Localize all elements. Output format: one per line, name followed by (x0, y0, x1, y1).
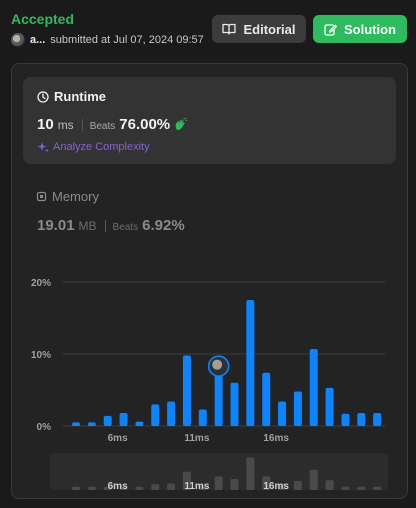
runtime-card[interactable]: Runtime 10 ms Beats 76.00% Analyze Compl… (23, 77, 396, 164)
submission-header: Accepted a... submitted at Jul 07, 2024 … (0, 0, 416, 60)
book-icon (222, 23, 237, 35)
mini-bar (373, 486, 382, 490)
editorial-label: Editorial (243, 21, 296, 37)
x-tick-label: 11ms (184, 433, 209, 444)
runtime-title: Runtime (37, 89, 106, 104)
x-tick-label: 6ms (108, 433, 128, 444)
mini-bar (278, 483, 287, 490)
username[interactable]: a... (30, 34, 46, 46)
mini-bar (357, 486, 366, 490)
bar[interactable] (246, 300, 255, 426)
bar[interactable] (167, 401, 176, 426)
bar[interactable] (373, 413, 382, 426)
runtime-beats-label: Beats (89, 121, 116, 132)
avatar-detail (212, 359, 223, 370)
bar[interactable] (293, 391, 302, 426)
y-tick-label: 0% (37, 422, 52, 433)
memory-metric: 19.01 MB Beats 6.92% (37, 217, 185, 234)
y-tick-label: 10% (31, 350, 51, 361)
solution-button[interactable]: Solution (313, 15, 407, 43)
mini-bar (246, 457, 255, 490)
bar[interactable] (103, 415, 112, 426)
bar[interactable] (214, 374, 223, 426)
analyze-label: Analyze Complexity (53, 141, 150, 153)
runtime-unit: ms (57, 118, 74, 132)
bar[interactable] (87, 422, 96, 426)
chart-range-navigator[interactable]: 6ms 11ms 16ms (50, 453, 388, 492)
analyze-complexity-link[interactable]: Analyze Complexity (37, 141, 150, 153)
mini-bar (182, 471, 191, 490)
bar[interactable] (357, 413, 366, 426)
bar[interactable] (325, 387, 334, 426)
mini-bar (325, 480, 334, 490)
bar[interactable] (262, 372, 271, 426)
memory-chip-icon (36, 191, 47, 202)
edit-icon (324, 23, 337, 36)
mini-bar (151, 484, 160, 490)
mini-bar (230, 478, 239, 490)
y-tick-label: 20% (31, 278, 51, 289)
memory-title[interactable]: Memory (36, 189, 99, 204)
solution-label: Solution (344, 21, 396, 37)
bar[interactable] (278, 401, 287, 426)
bar[interactable] (341, 413, 350, 426)
bar[interactable] (198, 409, 207, 426)
bar[interactable] (230, 382, 239, 426)
memory-beats-value: 6.92% (142, 217, 185, 234)
divider (104, 219, 106, 232)
bar[interactable] (182, 355, 191, 426)
mini-bar (341, 486, 350, 490)
mini-bar (135, 486, 144, 490)
submitted-at: submitted at Jul 07, 2024 09:57 (50, 34, 204, 46)
runtime-title-label: Runtime (54, 89, 106, 104)
memory-value: 19.01 (37, 217, 75, 234)
mini-x-tick-label: 11ms (184, 481, 209, 490)
bar[interactable] (309, 348, 318, 426)
mini-bar (87, 486, 96, 490)
bar[interactable] (135, 421, 144, 426)
bar[interactable] (119, 413, 128, 426)
mini-bar (167, 483, 176, 490)
mini-bar (72, 486, 80, 490)
runtime-beats-value: 76.00% (119, 116, 171, 133)
memory-title-label: Memory (52, 189, 99, 204)
divider (81, 118, 83, 131)
editorial-button[interactable]: Editorial (212, 15, 306, 43)
mini-x-tick-label: 6ms (108, 481, 128, 490)
sparkle-icon (37, 142, 49, 153)
runtime-value: 10 (37, 116, 54, 133)
mini-bar (214, 476, 223, 490)
clock-icon (37, 90, 49, 103)
status-accepted: Accepted (11, 11, 75, 27)
clap-icon (175, 118, 188, 130)
mini-bar (119, 486, 128, 490)
mini-bar (293, 480, 302, 490)
mini-bar (198, 485, 207, 490)
memory-unit: MB (78, 219, 97, 233)
bar[interactable] (72, 422, 80, 426)
memory-beats-label: Beats (112, 222, 139, 233)
runtime-metric: 10 ms Beats 76.00% (37, 116, 188, 133)
mini-bar (309, 469, 318, 490)
mini-bar (103, 486, 112, 490)
navigator-mini-chart[interactable]: 6ms 11ms 16ms (50, 453, 388, 492)
mini-bar (262, 476, 271, 490)
submission-info: a... submitted at Jul 07, 2024 09:57 (11, 33, 204, 47)
mini-x-tick-label: 16ms (263, 481, 289, 490)
bar[interactable] (151, 404, 160, 426)
avatar[interactable] (11, 33, 25, 47)
x-tick-label: 16ms (263, 433, 289, 444)
